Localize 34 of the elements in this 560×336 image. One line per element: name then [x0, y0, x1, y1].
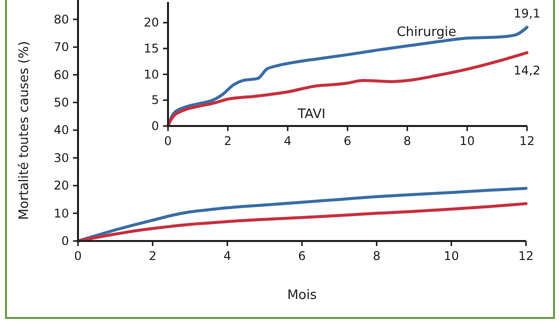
x-tick-label: 8 — [372, 249, 380, 263]
y-tick-label: 80 — [54, 12, 69, 26]
x-tick-label: 0 — [74, 249, 82, 263]
y-axis-title: Mortalité toutes causes (%) — [17, 41, 32, 220]
y-tick-label: 40 — [54, 123, 69, 138]
x-axis-title: Mois — [287, 288, 317, 303]
y-tick-label: 10 — [54, 206, 69, 220]
x-tick-label: 12 — [518, 249, 534, 263]
x-tick-label: 6 — [298, 249, 306, 263]
annotation: 14,2 — [514, 64, 540, 78]
x-tick-label: 2 — [224, 134, 232, 148]
y-tick-label: 30 — [54, 150, 69, 165]
y-tick-label: 0 — [61, 234, 69, 248]
annotation: 19,1 — [514, 6, 540, 20]
x-tick-label: 10 — [460, 134, 475, 148]
y-tick-label: 60 — [54, 68, 69, 82]
x-tick-label: 0 — [164, 134, 172, 148]
y-tick-label: 0 — [151, 119, 159, 133]
x-tick-label: 12 — [519, 134, 535, 148]
x-tick-label: 6 — [344, 134, 352, 148]
y-tick-label: 70 — [54, 40, 69, 54]
series-label: Chirurgie — [396, 24, 456, 40]
x-tick-label: 4 — [284, 134, 292, 148]
y-tick-label: 50 — [54, 95, 69, 110]
series-label: TAVI — [296, 106, 326, 122]
x-tick-label: 4 — [224, 249, 232, 263]
x-tick-label: 2 — [148, 249, 156, 263]
x-tick-label: 8 — [404, 134, 412, 148]
y-tick-label: 10 — [144, 67, 159, 82]
y-tick-label: 20 — [144, 16, 159, 30]
y-tick-label: 20 — [54, 178, 69, 193]
y-tick-label: 5 — [151, 93, 159, 108]
y-tick-label: 15 — [144, 42, 159, 56]
x-tick-label: 10 — [444, 249, 459, 263]
